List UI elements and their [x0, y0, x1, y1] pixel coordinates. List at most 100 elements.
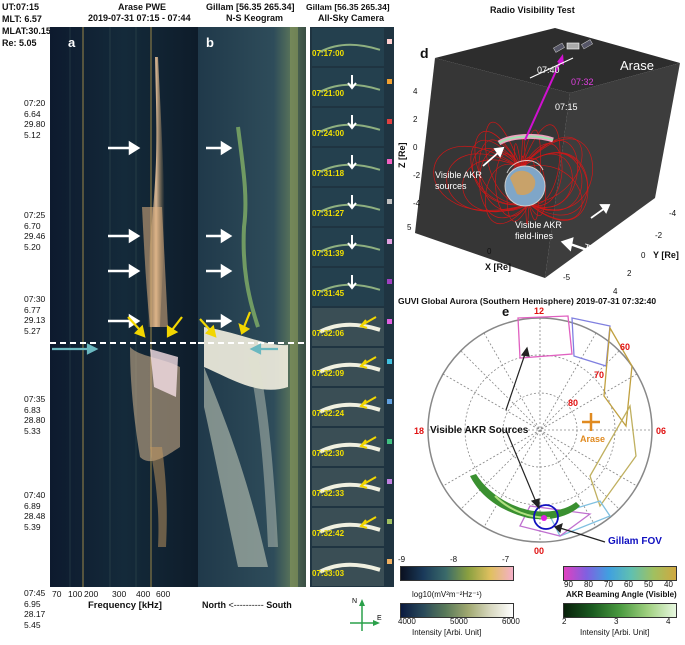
- panel-c-allsky: c: [310, 27, 394, 587]
- allsky-arrow: [359, 316, 377, 329]
- allsky-time: 07:32:24: [312, 409, 345, 418]
- colorbar-tick: 5000: [450, 617, 468, 626]
- guvi-colorbar: [563, 603, 677, 618]
- re-label: Re: 5.05: [2, 38, 37, 48]
- field-line: [485, 163, 530, 224]
- beaming-marker: [387, 519, 392, 524]
- panel-e-letter: e: [502, 306, 509, 319]
- allsky-arrow: [347, 275, 357, 290]
- beaming-marker: [387, 319, 392, 324]
- allsky-aurora-arc: [319, 322, 381, 334]
- beaming-marker: [387, 359, 392, 364]
- panel-d-sources-2: sources: [435, 181, 467, 191]
- panel-a-xtick: 70: [52, 589, 62, 599]
- allsky-time: 07:32:33: [312, 489, 345, 498]
- panel-c-title: Gillam [56.35 265.34]: [306, 2, 390, 12]
- panel-e-gillam: Gillam FOV: [608, 536, 662, 547]
- time-label-0735: 07:35 6.83 28.80 5.33: [24, 394, 46, 436]
- panel-d-xlabel: X [Re]: [485, 262, 511, 272]
- panel-a-xtick: 600: [156, 589, 171, 599]
- time-label-0730: 07:30 6.77 29.13 5.27: [24, 294, 46, 336]
- beaming-marker: [387, 439, 392, 444]
- panel-d-ytick: -2: [655, 231, 663, 240]
- beaming-marker: [387, 559, 392, 564]
- panel-d-ytick: 4: [613, 287, 618, 296]
- keogram-arrow: <----------: [228, 600, 264, 610]
- panel-d-sources-1: Visible AKR: [435, 170, 482, 180]
- panel-d-ytick: 0: [641, 251, 646, 260]
- ut-label: UT:07:15: [2, 2, 40, 12]
- panel-a-xtick: 100: [68, 589, 83, 599]
- panel-e-mlt12: 12: [534, 306, 544, 316]
- panel-d-arase: Arase: [620, 58, 654, 73]
- allsky-aurora-arc: [319, 402, 381, 414]
- colorbar-tick: -8: [450, 555, 458, 564]
- panel-d-title: Radio Visibility Test: [490, 5, 575, 15]
- compass-icon: N E: [350, 598, 382, 631]
- allsky-time: 07:32:42: [312, 529, 345, 538]
- colorbar-tick: 40: [664, 580, 673, 589]
- panel-d-tosun: To sun: [582, 242, 613, 262]
- keogram-colorbar: [400, 603, 514, 618]
- panel-d-ztick: -4: [413, 199, 421, 208]
- beaming-marker: [387, 79, 392, 84]
- panel-d-ytick: -4: [669, 209, 677, 218]
- allsky-aurora-arc: [319, 362, 381, 374]
- panel-e-arase: Arase: [580, 434, 605, 444]
- allsky-aurora-arc: [319, 482, 381, 494]
- allsky-arrow: [359, 436, 377, 449]
- panel-d-ztick: 2: [413, 115, 418, 124]
- field-line: [485, 121, 530, 205]
- beaming-marker: [387, 199, 392, 204]
- allsky-aurora-arc: [319, 43, 381, 53]
- colorbar-tick: -7: [502, 555, 510, 564]
- pwe-colorbar: [400, 566, 514, 581]
- colorbar-tick: 90: [564, 580, 573, 589]
- panel-d-ztick: -2: [413, 171, 421, 180]
- beaming-marker: [387, 479, 392, 484]
- allsky-aurora-arc: [319, 522, 381, 534]
- panel-e-polar-plot: Arase Visible AKR Sources Gillam FOV 12 …: [414, 306, 666, 556]
- panel-b-title: Gillam [56.35 265.34]: [206, 2, 295, 12]
- panel-e-lat80: 80: [568, 398, 578, 408]
- panel-e-sources: Visible AKR Sources: [430, 425, 529, 436]
- allsky-arrow: [359, 396, 377, 409]
- panel-d-t2: 07:32: [571, 77, 594, 87]
- allsky-time: 07:32:30: [312, 449, 345, 458]
- beaming-colorbar-label: AKR Beaming Angle (Visible): [566, 590, 677, 599]
- panel-d-letter: d: [420, 45, 429, 61]
- compass-n: N: [352, 598, 357, 605]
- allsky-arrow: [347, 115, 357, 130]
- panel-d-ylabel: Y [Re]: [653, 250, 679, 260]
- allsky-time: 07:31:45: [312, 289, 345, 298]
- colorbar-tick: 3: [614, 617, 619, 626]
- colorbar-tick: 60: [624, 580, 633, 589]
- allsky-time: 07:33:03: [312, 569, 345, 578]
- panel-d-t3: 07:15: [555, 102, 578, 112]
- guvi-colorbar-label: Intensity [Arbi. Unit]: [580, 628, 650, 637]
- panel-d-3d-plot: Arase 07:40 07:32 07:15 Visible AKR sour…: [397, 28, 680, 296]
- keogram-north: North: [202, 600, 226, 610]
- panel-a-xlabel: Frequency [kHz]: [88, 600, 162, 611]
- mlat-label: MLAT:30.15: [2, 26, 51, 36]
- panel-e-mlt00: 00: [534, 546, 544, 556]
- panel-b-xlabel: North <---------- South: [202, 600, 292, 610]
- allsky-aurora-arc: [319, 562, 381, 574]
- time-label-0745: 07:45 6.95 28.17 5.45: [24, 588, 46, 630]
- panel-d-fieldlines-2: field-lines: [515, 231, 554, 241]
- panel-d-ytick: 2: [627, 269, 632, 278]
- time-label-0740: 07:40 6.89 28.48 5.39: [24, 490, 46, 532]
- colorbar-tick: 6000: [502, 617, 520, 626]
- allsky-time: 07:17:00: [312, 49, 345, 58]
- beaming-marker: [387, 399, 392, 404]
- allsky-arrow: [359, 476, 377, 489]
- colorbar-tick: 4: [666, 617, 671, 626]
- panel-a-spectrogram: a: [50, 27, 198, 587]
- colorbar-tick: 2: [562, 617, 567, 626]
- allsky-arrow: [347, 195, 357, 210]
- colorbar-tick: 80: [584, 580, 593, 589]
- panel-e-lat70: 70: [594, 370, 604, 380]
- allsky-arrow: [359, 516, 377, 529]
- panel-a-xtick: 400: [136, 589, 151, 599]
- field-line: [520, 165, 583, 220]
